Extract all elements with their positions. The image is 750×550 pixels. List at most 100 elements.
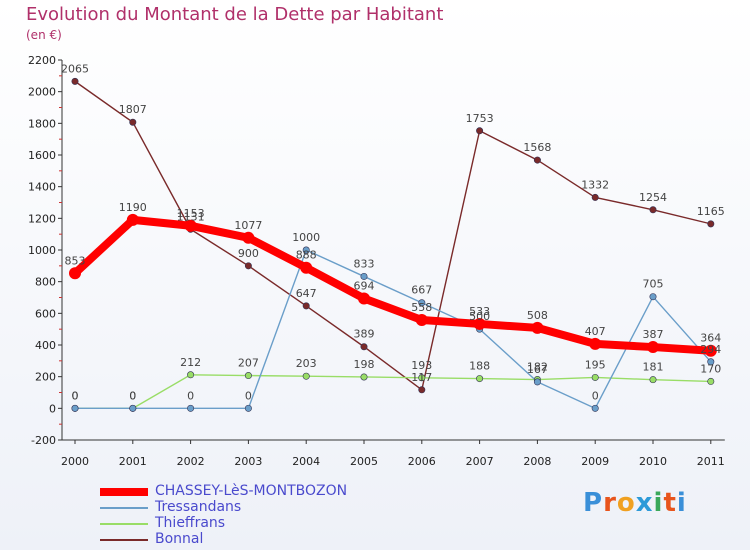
data-label: 705: [643, 278, 664, 291]
data-label: 207: [238, 357, 259, 370]
logo-letter: P: [583, 488, 604, 518]
logo-letter: i: [653, 488, 664, 518]
data-point: [591, 373, 599, 381]
data-label: 407: [585, 325, 606, 338]
y-tick-label: 600: [35, 307, 56, 320]
legend-swatch: [100, 507, 148, 509]
data-label: 1568: [523, 141, 551, 154]
data-label: 193: [411, 359, 432, 372]
data-label: 500: [469, 310, 490, 323]
data-point: [244, 372, 252, 380]
data-point: [649, 293, 657, 301]
data-label: 1753: [466, 112, 494, 125]
data-point: [589, 337, 602, 350]
data-point: [707, 358, 715, 366]
data-labels: 853 1190 1153 1077 888 694 558 533 508 407 387 364 0…: [61, 62, 725, 402]
data-label: 508: [527, 309, 548, 322]
y-tick-label: -200: [31, 434, 56, 447]
data-point: [187, 404, 195, 412]
x-tick-label: 2007: [466, 455, 494, 468]
y-tick-label: 1600: [28, 149, 56, 162]
data-label: 0: [245, 389, 252, 402]
data-point: [533, 156, 541, 164]
logo-letter: i: [676, 488, 687, 518]
data-point: [360, 272, 368, 280]
chart-title: Evolution du Montant de la Dette par Hab…: [26, 4, 444, 25]
series-line-3: [74, 80, 712, 391]
data-point: [302, 246, 310, 254]
data-point: [244, 404, 252, 412]
data-label: 117: [411, 371, 432, 384]
data-label: 0: [129, 389, 136, 402]
data-point: [591, 193, 599, 201]
data-point: [473, 317, 486, 330]
x-tick-label: 2005: [350, 455, 378, 468]
data-label: 0: [187, 389, 194, 402]
data-point: [71, 404, 79, 412]
legend-label: Thieffrans: [155, 515, 226, 531]
legend-swatch: [100, 539, 148, 541]
data-label: 0: [72, 389, 79, 402]
data-point: [302, 302, 310, 310]
data-point: [704, 344, 717, 357]
proxiti-logo: Proxiti: [583, 488, 687, 518]
data-label: 1153: [177, 207, 205, 220]
series-line-2: [74, 374, 712, 410]
logo-letter: t: [663, 488, 677, 518]
data-label: 1077: [234, 219, 262, 232]
legend-label: Bonnal: [155, 531, 204, 547]
data-label: 387: [643, 328, 664, 341]
data-point: [302, 372, 310, 380]
y-tick-label: 1200: [28, 212, 56, 225]
logo-letter: r: [603, 488, 617, 518]
data-label: 181: [643, 361, 664, 374]
data-label: 0: [129, 389, 136, 402]
data-point: [300, 261, 313, 274]
data-point: [418, 299, 426, 307]
data-label: 389: [354, 328, 375, 341]
data-label: 1254: [639, 191, 667, 204]
data-label: 0: [72, 389, 79, 402]
data-label: 1000: [292, 231, 320, 244]
legend-label: CHASSEY-LèS-MONTBOZON: [155, 483, 348, 499]
data-point: [187, 371, 195, 379]
y-tick-label: 2200: [28, 54, 56, 67]
data-point: [476, 127, 484, 135]
data-point: [649, 376, 657, 384]
data-point: [591, 404, 599, 412]
data-point: [707, 377, 715, 385]
x-tick-label: 2009: [581, 455, 609, 468]
line-chart: -200020040060080010001200140016001800200…: [28, 54, 725, 468]
data-label: 853: [65, 254, 86, 267]
x-tick-label: 2002: [177, 455, 205, 468]
y-tick-label: 2000: [28, 86, 56, 99]
x-tick-label: 2001: [119, 455, 147, 468]
series-lines: [71, 80, 715, 410]
legend-swatch: [100, 488, 148, 496]
data-label: 198: [354, 358, 375, 371]
data-label: 888: [296, 249, 317, 262]
x-tick-label: 2003: [234, 455, 262, 468]
data-label: 1165: [697, 205, 725, 218]
data-label: 667: [411, 284, 432, 297]
y-tick-label: 200: [35, 371, 56, 384]
data-point: [184, 219, 197, 232]
data-point: [360, 343, 368, 351]
data-label: 1131: [177, 210, 205, 223]
y-tick-label: 0: [49, 402, 56, 415]
logo-letter: o: [616, 488, 636, 518]
data-point: [533, 378, 541, 386]
data-label: 1190: [119, 201, 147, 214]
data-label: 195: [585, 358, 606, 371]
data-point: [531, 321, 544, 334]
data-label: 1807: [119, 103, 147, 116]
data-label: 1332: [581, 178, 609, 191]
data-label: 533: [469, 305, 490, 318]
x-tick-label: 2008: [523, 455, 551, 468]
data-label: 0: [592, 389, 599, 402]
x-tick-label: 2011: [697, 455, 725, 468]
x-tick-label: 2004: [292, 455, 320, 468]
data-point: [126, 213, 139, 226]
legend-swatch: [100, 523, 148, 525]
